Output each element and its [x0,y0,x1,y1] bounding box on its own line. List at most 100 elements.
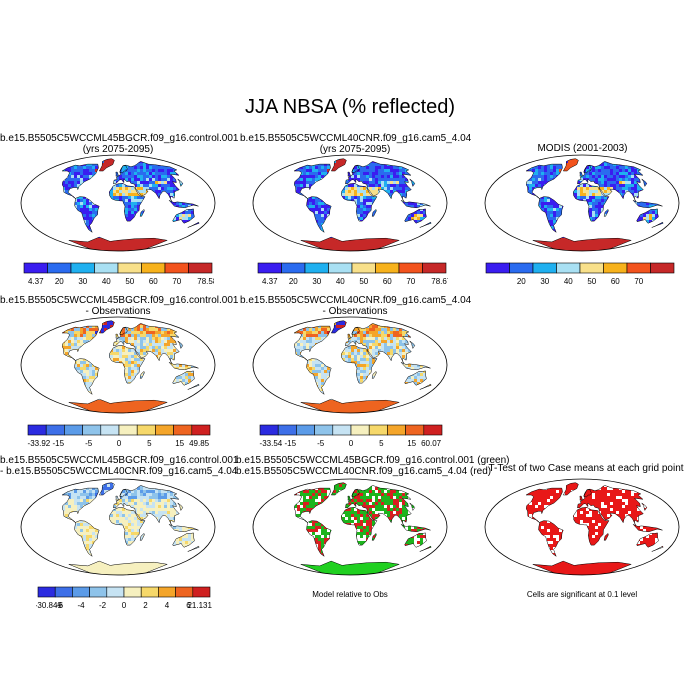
colorbar-diff1: -33.92 -15 -5 0 5 15 49.85 [27,424,211,448]
coastline [293,158,432,251]
panel-title-line: (yrs 2075-2095) [82,144,154,155]
coastline [293,320,432,413]
colorbar-box [509,262,534,274]
map-border [20,154,216,252]
colorbar-tick-label: 0 [122,601,127,610]
colorbar-tick-label: -5 [317,439,325,448]
map-border [20,478,216,576]
colorbar-tick-label: 30 [78,277,87,286]
colorbar-box [23,262,48,274]
colorbar-box [188,262,213,274]
caption-relative: Model relative to Obs [312,590,388,599]
colorbar-box [603,262,628,274]
colorbar-box [532,262,557,274]
colorbar-tick-label: 5 [147,439,152,448]
colorbar-tick-label: 40 [336,277,345,286]
colorbar-tick-label: 4 [165,601,170,610]
colorbar-box [82,424,102,436]
colorbar-box [191,424,211,436]
map-diff2 [252,316,448,414]
colorbar-tick-label: 60 [383,277,392,286]
coastline [525,482,664,575]
panel-title-line: b.e15.B5505C5WCCML40CNR.f09_g16.cam5_4.0… [240,133,472,144]
colorbar-tick-label: 2 [143,601,148,610]
map-border [484,478,680,576]
panel-title-line: b.e15.B5505C5WCCML45BGCR.f09_g16.control… [236,455,510,466]
panel-title-line: (yrs 2075-2095) [319,144,391,155]
colorbar-box [387,424,406,436]
colorbar-tick-label: 0 [117,439,122,448]
colorbar-tick-label: 15 [175,439,184,448]
colorbar-tick-label: 20 [55,277,64,286]
coastline [61,482,200,575]
panel-title-line: b.e15.B5505C5WCCML40CNR.f09_g16.cam5_4.0… [236,466,492,477]
colorbar-box [304,262,329,274]
colorbar-box [277,424,297,436]
panel-title-line: - Observations [322,306,388,317]
colorbar-tick-label: 21.131 [187,601,212,610]
colorbar-box [368,424,388,436]
colorbar-box [118,424,138,436]
colorbar-diff12: -30.849-6 -4 -2 0 2 4 621.131 [36,586,212,610]
panel-title-line: - Observations [85,306,151,317]
colorbar-tick-label: 0 [349,439,354,448]
panel-title-diff2: b.e15.B5505C5WCCML40CNR.f09_g16.cam5_4.0… [240,295,472,317]
colorbar-box [579,262,604,274]
colorbar-tick-label: 49.85 [189,439,210,448]
colorbar-box [192,586,211,598]
map-border [20,316,216,414]
map-border [252,478,448,576]
colorbar-box [37,586,56,598]
colorbar-box [398,262,423,274]
panel-title-diff12: b.e15.B5505C5WCCML45BGCR.f09_g16.control… [0,455,238,477]
panel-title-line: MODIS (2001-2003) [537,143,628,154]
colorbar-box [350,424,370,436]
colorbar-tick-label: 50 [125,277,134,286]
colorbar-box [94,262,119,274]
map-relative [252,478,448,576]
colorbar-box [351,262,376,274]
colorbar-tick-label: -6 [56,601,64,610]
colorbar-box [422,262,447,274]
colorbar-box [423,424,443,436]
colorbar-box [100,424,120,436]
colorbar-box [405,424,425,436]
panel-title-ttest: T-Test of two Case means at each grid po… [480,463,692,474]
map-obs [484,154,680,252]
colorbar-tick-label: 70 [172,277,181,286]
colorbar-box [45,424,65,436]
map-border [252,154,448,252]
colorbar-box [556,262,581,274]
colorbar-tick-label: 20 [517,277,526,286]
colorbar-box [296,424,315,436]
map-border [484,154,680,252]
map-border [252,316,448,414]
colorbar-box [27,424,47,436]
colorbar-tick-label: -15 [53,439,65,448]
panel-title-diff1: b.e15.B5505C5WCCML45BGCR.f09_g16.control… [0,295,238,317]
colorbar-tick-label: 40 [102,277,111,286]
map-diff1 [20,316,216,414]
colorbar-tick-label: -33.92 [28,439,51,448]
colorbar-box [626,262,651,274]
colorbar-tick-label: 30 [540,277,549,286]
coastline [61,320,200,413]
colorbar-tick-label: -33.54 [260,439,283,448]
colorbar-box [136,424,156,436]
colorbar-case2: 4.37 20 30 40 50 60 70 78.67 [257,262,448,286]
colorbar-tick-label: 70 [406,277,415,286]
panel-title-case1: b.e15.B5505C5WCCML45BGCR.f09_g16.control… [0,133,238,155]
colorbar-tick-label: 6 [186,601,191,610]
map-ttest [484,478,680,576]
colorbar-tick-label: -4 [77,601,85,610]
colorbar-tick-label: 50 [587,277,596,286]
panel-title-line: b.e15.B5505C5WCCML40CNR.f09_g16.cam5_4.0… [240,295,472,306]
colorbar-tick-label: -5 [85,439,93,448]
colorbar-tick-label: 5 [379,439,384,448]
colorbar-tick-label: -30.849 [36,601,62,610]
colorbar-box [72,586,90,598]
panel-title-obs: MODIS (2001-2003) [480,143,685,154]
colorbar-tick-label: 50 [359,277,368,286]
colorbar-box [332,424,352,436]
colorbar-box [54,586,73,598]
